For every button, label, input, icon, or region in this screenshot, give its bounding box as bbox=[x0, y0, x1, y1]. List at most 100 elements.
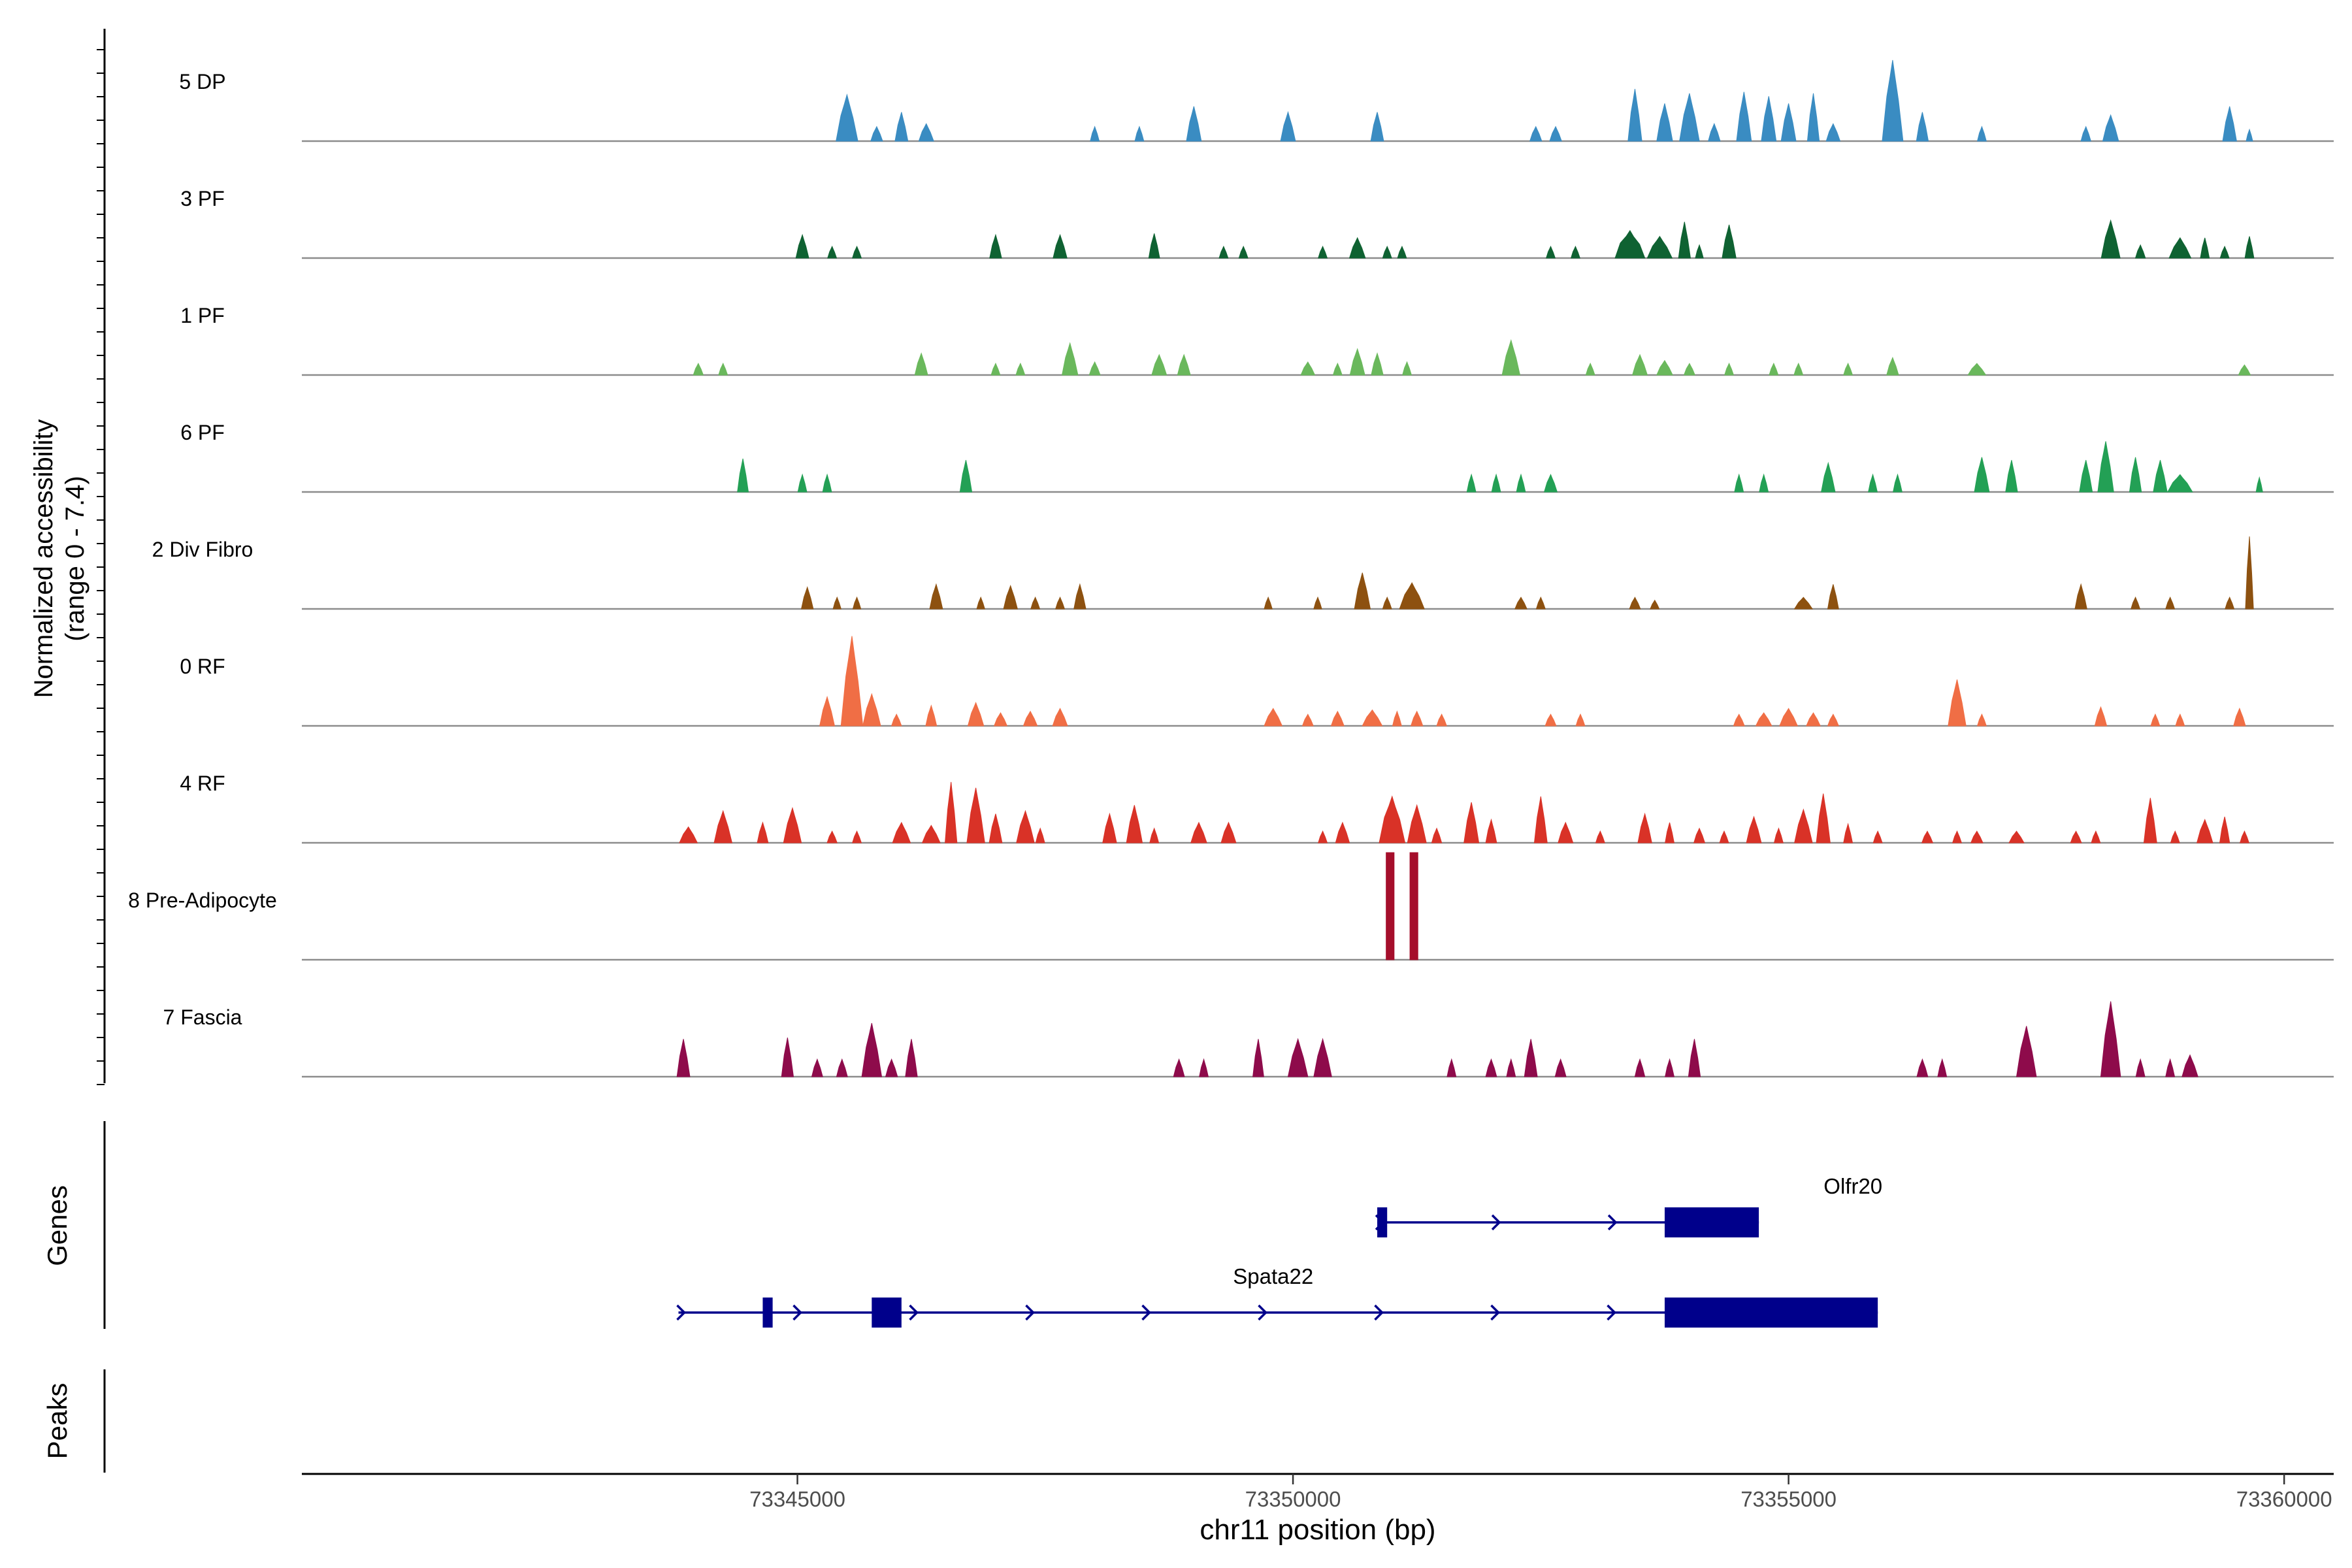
coverage-peak bbox=[988, 813, 1003, 843]
coverage-peak bbox=[1015, 363, 1026, 376]
coverage-peak bbox=[1637, 812, 1652, 843]
coverage-peak bbox=[1102, 812, 1117, 843]
coverage-peak bbox=[1916, 112, 1929, 142]
coverage-peak bbox=[1970, 830, 1984, 843]
track-label: 0 RF bbox=[180, 655, 225, 678]
coverage-peak bbox=[1759, 473, 1769, 493]
coverage-peak bbox=[959, 460, 973, 493]
coverage-peak bbox=[819, 695, 836, 727]
track-7-fascia: 7 Fascia bbox=[163, 1001, 2334, 1078]
coverage-peak bbox=[1016, 809, 1035, 843]
gene-name-label: Spata22 bbox=[1233, 1264, 1313, 1288]
coverage-peak bbox=[1379, 795, 1406, 843]
coverage-peak bbox=[2080, 125, 2091, 142]
track-label: 5 DP bbox=[179, 70, 225, 93]
coverage-peak bbox=[1794, 808, 1813, 843]
coverage-peak bbox=[2165, 1058, 2176, 1077]
strand-arrow bbox=[1607, 1214, 1618, 1231]
track-label: 7 Fascia bbox=[163, 1005, 242, 1029]
coverage-peak bbox=[2005, 460, 2018, 493]
coverage-peak bbox=[1755, 712, 1772, 727]
coverage-peak bbox=[1030, 596, 1041, 610]
coverage-peak bbox=[1595, 830, 1605, 843]
coverage-peak bbox=[1052, 708, 1068, 727]
coverage-peak bbox=[1313, 1037, 1332, 1077]
coverage-peak bbox=[1827, 713, 1839, 727]
coverage-peak bbox=[852, 830, 862, 843]
track-6-pf: 6 PF bbox=[180, 421, 2334, 493]
coverage-peak bbox=[822, 473, 832, 493]
coverage-peak bbox=[1733, 713, 1745, 727]
coverage-peak bbox=[1575, 713, 1586, 727]
coverage-peak bbox=[1693, 827, 1706, 843]
gene-spata22: Spata22 bbox=[676, 1264, 1878, 1328]
x-tick-label: 73350000 bbox=[1245, 1487, 1341, 1511]
coverage-peak bbox=[1335, 821, 1350, 843]
coverage-peak bbox=[870, 125, 883, 142]
coverage-peak bbox=[852, 596, 862, 610]
coverage-peak bbox=[1554, 1058, 1567, 1077]
coverage-peak bbox=[1678, 221, 1691, 259]
coverage-peak bbox=[1629, 596, 1641, 610]
coverage-peak bbox=[1948, 679, 1967, 727]
coverage-peak bbox=[2150, 713, 2161, 727]
coverage-peak bbox=[1022, 710, 1038, 727]
coverage-peak bbox=[1173, 1058, 1185, 1077]
coverage-peak bbox=[2219, 246, 2230, 259]
x-tick-label: 73360000 bbox=[2236, 1487, 2332, 1511]
peaks-panel-label: Peaks bbox=[42, 1383, 73, 1460]
coverage-peak bbox=[1967, 363, 1987, 376]
coverage-peak bbox=[840, 636, 864, 727]
coverage-peak bbox=[1533, 796, 1548, 843]
coverage-peak bbox=[1893, 473, 1903, 493]
coverage-peak bbox=[861, 1022, 883, 1077]
x-tick-label: 73355000 bbox=[1740, 1487, 1837, 1511]
coverage-peak bbox=[1218, 246, 1229, 259]
coverage-peak bbox=[795, 233, 809, 259]
coverage-peak bbox=[1348, 237, 1366, 259]
coverage-peak bbox=[1543, 474, 1558, 493]
coverage-peak bbox=[2153, 460, 2168, 493]
coverage-peak bbox=[832, 596, 841, 610]
coverage-peak bbox=[2222, 106, 2237, 142]
coverage-peak bbox=[2255, 476, 2263, 493]
coverage-peak bbox=[1003, 585, 1018, 610]
coverage-peak bbox=[1238, 246, 1249, 259]
coverage-peak bbox=[921, 825, 941, 843]
coverage-peak bbox=[1264, 596, 1273, 610]
coverage-peak bbox=[1177, 353, 1191, 376]
coverage-peak bbox=[800, 586, 814, 610]
coverage-peak bbox=[1463, 802, 1480, 843]
coverage-peak bbox=[713, 809, 733, 843]
strand-arrow bbox=[1607, 1304, 1616, 1321]
coverage-peak bbox=[1806, 93, 1820, 142]
track-label: 1 PF bbox=[180, 304, 225, 327]
coverage-peak bbox=[1746, 815, 1762, 843]
gene-models: Olfr20 Spata22 bbox=[676, 1174, 1882, 1328]
coverage-peak bbox=[2200, 237, 2210, 259]
coverage-peak bbox=[1952, 830, 1963, 843]
coverage-peak bbox=[1407, 804, 1427, 843]
coverage-peak bbox=[1330, 710, 1345, 727]
coverage-peak bbox=[885, 1058, 898, 1077]
coverage-peak bbox=[1916, 1058, 1929, 1077]
coverage-peak bbox=[1332, 363, 1343, 376]
coverage-peak bbox=[1382, 246, 1392, 259]
coverage-peak bbox=[1126, 805, 1143, 843]
coverage-peak bbox=[1386, 852, 1395, 960]
coverage-peak bbox=[2168, 237, 2192, 259]
coverage-peak bbox=[1402, 361, 1413, 376]
coverage-peak bbox=[1264, 708, 1283, 727]
coverage-peak bbox=[1362, 709, 1383, 727]
coverage-peak bbox=[811, 1058, 823, 1077]
coverage-peak bbox=[1724, 363, 1735, 376]
coverage-peak bbox=[1371, 352, 1384, 376]
track-label: 4 RF bbox=[180, 772, 225, 795]
coverage-peak bbox=[1843, 363, 1854, 376]
coverage-peak bbox=[1937, 1058, 1948, 1077]
coverage-peak bbox=[2143, 798, 2157, 843]
coverage-peak bbox=[1736, 91, 1752, 142]
coverage-peak bbox=[1816, 793, 1831, 843]
coverage-peak bbox=[1280, 110, 1296, 142]
coverage-peak bbox=[1287, 1037, 1309, 1077]
